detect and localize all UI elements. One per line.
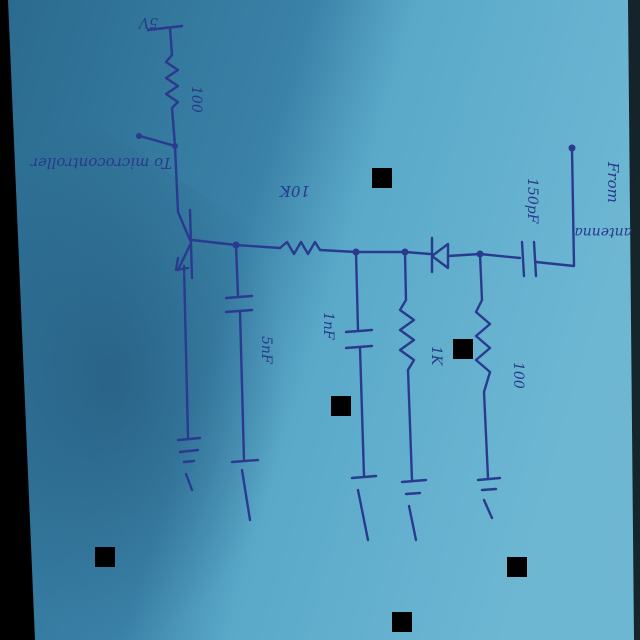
ground-mid xyxy=(350,474,378,542)
occlusion-square xyxy=(372,168,392,188)
paper-shadow xyxy=(0,60,380,640)
wire-emitter-ground xyxy=(182,264,190,440)
label-from: From xyxy=(604,161,622,203)
wire-r-right-ground xyxy=(482,390,490,480)
paper-left-edge xyxy=(0,0,35,640)
label-to-mcu: To microcontroller xyxy=(30,154,172,172)
occlusion-square xyxy=(95,547,115,567)
cap-left xyxy=(224,294,254,314)
occlusion-square xyxy=(453,339,473,359)
wire-r-mid xyxy=(403,250,408,302)
wire-cap-mid-ground xyxy=(358,346,366,478)
wire-cap-left xyxy=(234,243,240,298)
wire-to-antenna xyxy=(534,146,576,268)
ground-r-mid xyxy=(400,478,428,542)
occlusion-square xyxy=(507,557,527,577)
occlusion-square xyxy=(331,396,351,416)
main-wire-2 xyxy=(318,248,432,256)
wire-to-mcu xyxy=(138,134,177,148)
wire-cap-left-ground xyxy=(238,310,246,462)
circuit xyxy=(136,24,576,542)
cap-mid xyxy=(344,328,374,350)
ground-left xyxy=(230,458,260,522)
supply-wire xyxy=(168,26,174,57)
label-r-top: 100 xyxy=(188,86,204,113)
label-supply: 5V xyxy=(137,14,158,30)
transistor-base xyxy=(188,208,194,280)
ground-symbol xyxy=(176,436,202,492)
ground-r-right xyxy=(476,476,502,520)
label-cap-coupling: 150pF xyxy=(524,178,540,225)
transistor-emitter xyxy=(176,243,192,272)
label-r-mid: 1K xyxy=(428,346,444,367)
node-dot xyxy=(136,133,142,139)
resistor-mid xyxy=(398,298,416,372)
resistor-top xyxy=(164,53,180,110)
antenna-node xyxy=(568,144,576,152)
occlusion-square xyxy=(392,612,412,632)
label-r-right: 100 xyxy=(510,362,526,389)
label-r-series: 10K xyxy=(279,182,310,200)
supply-rail xyxy=(146,24,184,32)
resistor-right xyxy=(474,298,492,394)
wire-to-node-a xyxy=(170,106,177,148)
label-cap-left: 5nF xyxy=(258,336,274,365)
wire-r-mid-ground xyxy=(406,368,414,482)
label-cap-mid: 1nF xyxy=(320,312,336,341)
transistor-collector xyxy=(173,144,192,242)
wire-r-right xyxy=(478,252,484,302)
wire-cap-mid xyxy=(354,250,360,332)
paper-right-edge xyxy=(628,0,640,640)
label-antenna: antenna xyxy=(574,224,632,240)
cap-coupling xyxy=(520,240,538,278)
resistor-10k xyxy=(278,240,322,256)
